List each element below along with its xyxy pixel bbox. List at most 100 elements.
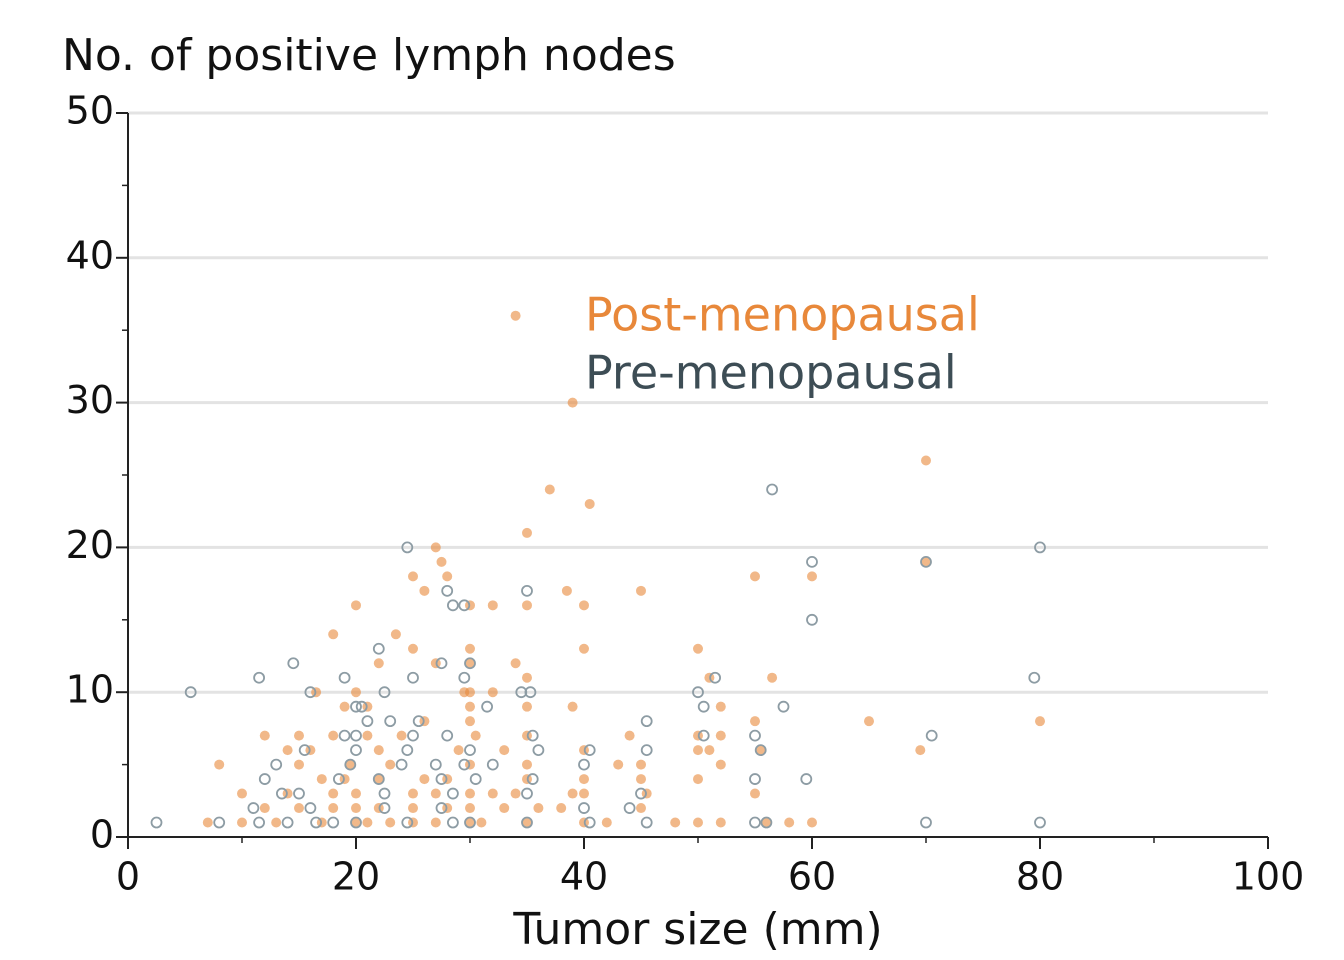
point [761,817,772,828]
point [458,671,471,684]
point [465,687,475,698]
y-tick-label: 30 [66,378,114,422]
point [486,758,499,771]
y-tick-label: 20 [66,523,114,567]
point [522,600,532,611]
point [390,629,401,640]
point [339,701,350,712]
point [338,729,351,742]
point [430,788,441,799]
point [214,759,225,770]
point [401,816,414,829]
point [345,759,356,770]
point [693,643,703,654]
x-tick-label: 80 [1016,855,1064,899]
point [184,686,197,699]
point [213,816,226,829]
point [287,657,300,670]
point [446,599,459,612]
point [510,658,521,669]
point [1035,716,1045,727]
point [253,816,266,829]
point [465,788,475,799]
point [350,744,362,757]
point [522,701,532,712]
point [692,686,704,699]
point [584,498,595,509]
point [408,803,418,814]
y-tick-label: 40 [66,233,114,277]
point [784,817,795,828]
point [561,585,572,596]
chart-title: No. of positive lymph nodes [62,30,676,81]
point [579,600,589,611]
point [640,744,653,757]
point [259,730,270,741]
point [327,816,340,829]
point [755,745,766,756]
point [435,802,448,814]
point [715,701,726,712]
point [282,745,293,756]
point [202,817,213,828]
x-tick-label: 20 [332,855,380,899]
point [636,774,646,785]
point [521,584,533,597]
point [521,816,533,829]
point [807,571,817,582]
point [864,716,874,727]
point [526,773,539,785]
x-tick-label: 60 [788,855,836,899]
point [304,686,317,699]
point [408,571,418,582]
point [408,643,418,654]
point [533,803,544,814]
point [458,599,471,612]
point [636,585,646,596]
point [465,817,475,828]
point [373,774,384,785]
point [636,803,646,814]
point [430,817,441,828]
point [476,817,487,828]
point [481,700,494,713]
point [328,730,339,741]
point [294,730,304,741]
legend-entry: Pre-menopausal [585,346,957,400]
point [636,759,646,770]
point [150,816,163,829]
point [750,716,760,727]
point [915,745,926,756]
point [532,744,545,757]
point [465,658,475,669]
point [578,758,590,771]
point [419,585,430,596]
point [579,643,589,654]
point [407,729,419,742]
point [237,788,247,799]
point [464,657,476,670]
point [378,787,391,800]
point [465,701,475,712]
point [578,802,590,814]
point [351,803,361,814]
point [715,817,726,828]
point [499,745,510,756]
point [378,686,391,699]
point [640,816,653,829]
point [470,730,481,741]
point [247,802,260,814]
point [436,556,447,567]
x-tick-label: 0 [116,855,140,899]
point [693,817,703,828]
point [310,816,323,829]
point [338,671,351,684]
point [253,671,266,684]
point [401,541,414,554]
point [1034,816,1046,829]
point [351,788,361,799]
point [749,729,761,742]
point [1028,671,1041,684]
point [294,803,304,814]
